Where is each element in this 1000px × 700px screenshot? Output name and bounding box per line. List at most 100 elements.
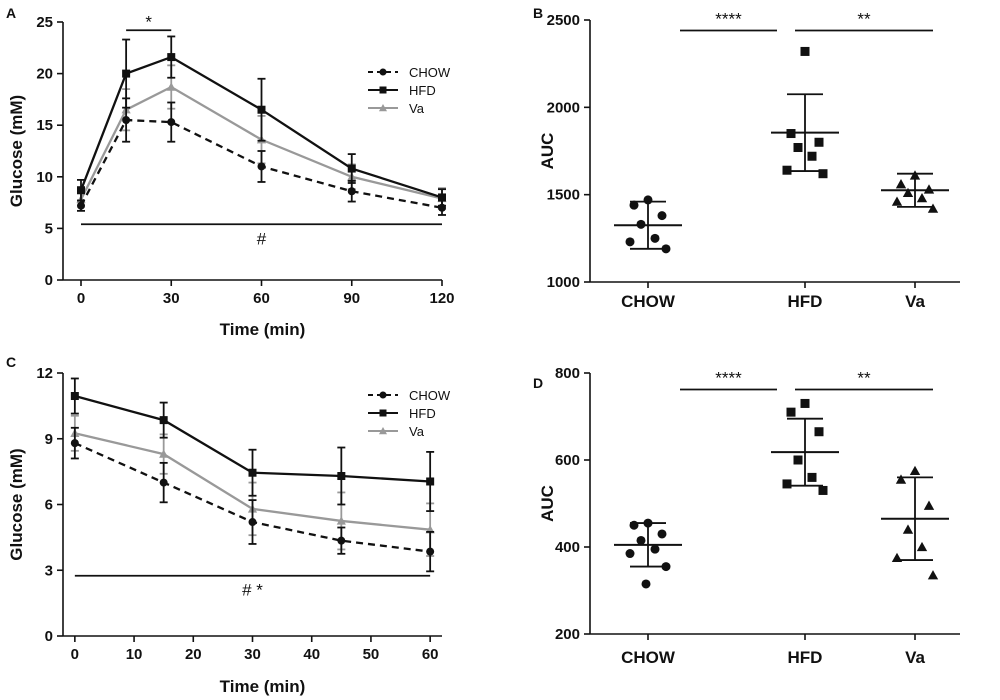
panel-d-va-point: [891, 552, 903, 563]
panel-a-y-axis-label: Glucose (mM): [7, 95, 26, 207]
panel-c-legend-va-marker: [378, 426, 388, 435]
panel-c-x-tick-label: 20: [185, 646, 202, 663]
panel-a-hfd-line: [79, 55, 443, 199]
panel-c-y-tick-label: 3: [45, 562, 53, 579]
panel-c-chow-point: [248, 518, 257, 527]
panel-b-va-point: [923, 184, 935, 194]
panel-d-hfd-point: [800, 398, 810, 408]
panel-a-chow-point: [347, 187, 356, 196]
panel-b-chow-point: [636, 219, 646, 229]
panel-d-comparison-label: **: [857, 369, 871, 388]
panel-d-hfd-point: [782, 479, 792, 489]
panel-c-chow-point: [70, 439, 79, 448]
panel-a-x-tick-label: 60: [253, 290, 270, 307]
panel-d-va-point: [902, 524, 914, 534]
panel-a-significance-label: *: [145, 12, 152, 31]
panel-c-legend-chow-marker: [379, 391, 387, 399]
panel-d-y-tick-label: 200: [555, 626, 580, 643]
panel-b-va-point: [916, 192, 928, 203]
panel-c-legend-va-label: Va: [409, 424, 425, 439]
panel-a-significance-label: #: [257, 229, 267, 248]
panel-c-x-tick-label: 50: [363, 646, 380, 663]
panel-d-hfd-point: [793, 455, 803, 465]
panel-d-chow-point: [643, 518, 653, 528]
panel-d-hfd-point: [786, 407, 796, 417]
panel-b-chow-point: [661, 244, 671, 254]
panel-b-hfd-point: [814, 137, 824, 147]
panel-b-va-point: [895, 179, 907, 189]
panel-d-va-point: [895, 474, 907, 484]
panel-d-hfd-point: [807, 472, 817, 482]
panel-c-hfd-point: [426, 477, 435, 486]
panel-d-comparison-label: ****: [715, 369, 742, 388]
panel-a-chow-line: [79, 118, 443, 209]
panel-d-chow-point: [661, 562, 671, 572]
panel-a-y-tick-label: 0: [45, 272, 53, 289]
panel-a-hfd-point: [438, 193, 446, 202]
panel-d-chow-point: [657, 529, 667, 539]
panel-a-y-tick-label: 10: [36, 169, 53, 186]
panel-a-x-tick-label: 30: [163, 290, 180, 307]
panel-label-c: C: [6, 354, 16, 370]
panel-c-chow-point: [159, 478, 168, 487]
panel-b-chow-point: [629, 200, 639, 210]
panel-c-x-tick-label: 30: [244, 646, 261, 663]
panel-d-va-point: [923, 500, 935, 510]
panel-c-x-tick-label: 40: [303, 646, 320, 663]
panel-d-y-tick-label: 400: [555, 539, 580, 556]
panel-b-y-tick-label: 2500: [547, 12, 580, 29]
panel-c-legend-chow-label: CHOW: [409, 388, 451, 403]
panel-b-comparison-label: ****: [715, 9, 742, 28]
panel-d-va-point: [916, 541, 928, 552]
panel-d-hfd-point: [814, 427, 824, 437]
panel-b-chow-point: [657, 211, 667, 221]
panel-a-hfd-point: [122, 69, 131, 78]
panel-c-significance-label: # *: [242, 581, 263, 600]
panel-c-y-tick-label: 0: [45, 628, 53, 645]
panel-d-va-point: [927, 570, 939, 580]
panel-a-va-line: [79, 85, 443, 201]
panel-b-hfd-point: [786, 129, 796, 139]
panel-b-comparison-label: **: [857, 9, 871, 28]
panel-c-x-tick-label: 60: [422, 646, 439, 663]
panel-b-y-tick-label: 2000: [547, 99, 580, 116]
panel-b-category-label-va: Va: [905, 292, 925, 311]
panel-d-y-axis-label: AUC: [538, 485, 557, 522]
panel-b-y-tick-label: 1500: [547, 187, 580, 204]
panel-c-hfd-point: [70, 392, 79, 401]
panel-a-hfd-point: [257, 105, 266, 114]
panel-c-hfd-point: [337, 472, 346, 481]
panel-c-hfd-point: [159, 416, 168, 425]
panel-label-b: B: [533, 5, 543, 21]
panel-c-chow-point: [426, 547, 435, 556]
panel-a-chow-point: [257, 162, 266, 171]
panel-a-va-point: [166, 82, 176, 91]
panel-a-hfd-point: [167, 53, 176, 62]
panel-b-category-label-chow: CHOW: [621, 292, 676, 311]
panel-a-legend-hfd-marker: [379, 86, 387, 94]
panel-d-category-label-hfd: HFD: [788, 648, 823, 667]
panel-b-va-point: [891, 196, 903, 206]
panel-b-va-point: [927, 203, 939, 213]
panel-a-y-tick-label: 5: [45, 220, 53, 237]
panel-d-va-point: [909, 465, 921, 476]
panel-c-y-tick-label: 9: [45, 431, 53, 448]
panel-a-x-axis-label: Time (min): [220, 320, 306, 339]
panel-b-y-axis-label: AUC: [538, 133, 557, 170]
panel-a-line-chart: 0 5 10 15 20 25 0 30 60 90 120 Time (min) Glucose (m…: [7, 12, 455, 339]
panel-c-y-tick-label: 12: [36, 365, 53, 382]
panel-a-legend-va-marker: [378, 103, 388, 112]
panel-c-va-point: [159, 449, 169, 458]
panel-c-x-tick-label: 0: [71, 646, 79, 663]
panel-c-va-point: [336, 516, 346, 525]
panel-a-chow-point: [77, 201, 85, 210]
panel-c-x-axis-label: Time (min): [220, 677, 306, 696]
panel-c-legend-hfd-marker: [379, 409, 387, 417]
panel-b-hfd-point: [807, 151, 817, 161]
panel-a-y-tick-label: 20: [36, 66, 53, 83]
panel-a-hfd-point: [77, 186, 85, 195]
panel-d-chow-point: [625, 549, 635, 559]
panel-c-legend-hfd-label: HFD: [409, 406, 436, 421]
panel-d-chow-point: [650, 544, 660, 554]
